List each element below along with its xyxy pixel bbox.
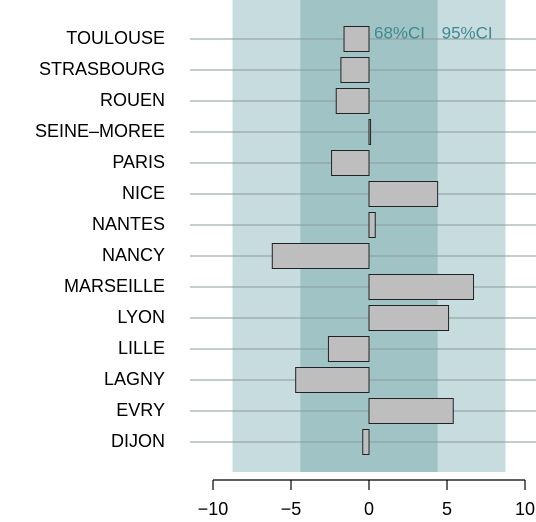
x-tick-label: 10 (515, 499, 535, 519)
bar (331, 150, 370, 176)
bar (327, 336, 370, 362)
category-label: TOULOUSE (66, 28, 165, 48)
category-label: SEINE–MOREE (35, 121, 165, 141)
category-label: NANTES (92, 214, 165, 234)
bar (368, 398, 454, 424)
band-label: 68%CI (374, 23, 425, 42)
category-label: LAGNY (104, 369, 165, 389)
x-tick-label: −5 (281, 499, 302, 519)
bar (368, 274, 475, 300)
bar (368, 305, 450, 331)
bar (335, 88, 370, 114)
category-label: MARSEILLE (64, 276, 165, 296)
category-label: NICE (122, 183, 165, 203)
category-label: EVRY (116, 400, 165, 420)
bar (340, 57, 370, 83)
bar (271, 243, 370, 269)
x-tick-label: 5 (442, 499, 452, 519)
category-label: LILLE (118, 338, 165, 358)
bar (343, 26, 370, 52)
bar (295, 367, 370, 393)
category-label: STRASBOURG (39, 59, 165, 79)
x-tick-label: −10 (198, 499, 229, 519)
category-label: PARIS (112, 152, 165, 172)
category-label: DIJON (111, 431, 165, 451)
category-label: ROUEN (100, 90, 165, 110)
band-label: 95%CI (442, 23, 493, 42)
x-tick-label: 0 (364, 499, 374, 519)
bar (368, 119, 372, 145)
bar (368, 212, 376, 238)
category-label: NANCY (102, 245, 165, 265)
bar (368, 181, 439, 207)
bar (362, 429, 370, 455)
category-label: LYON (117, 307, 165, 327)
